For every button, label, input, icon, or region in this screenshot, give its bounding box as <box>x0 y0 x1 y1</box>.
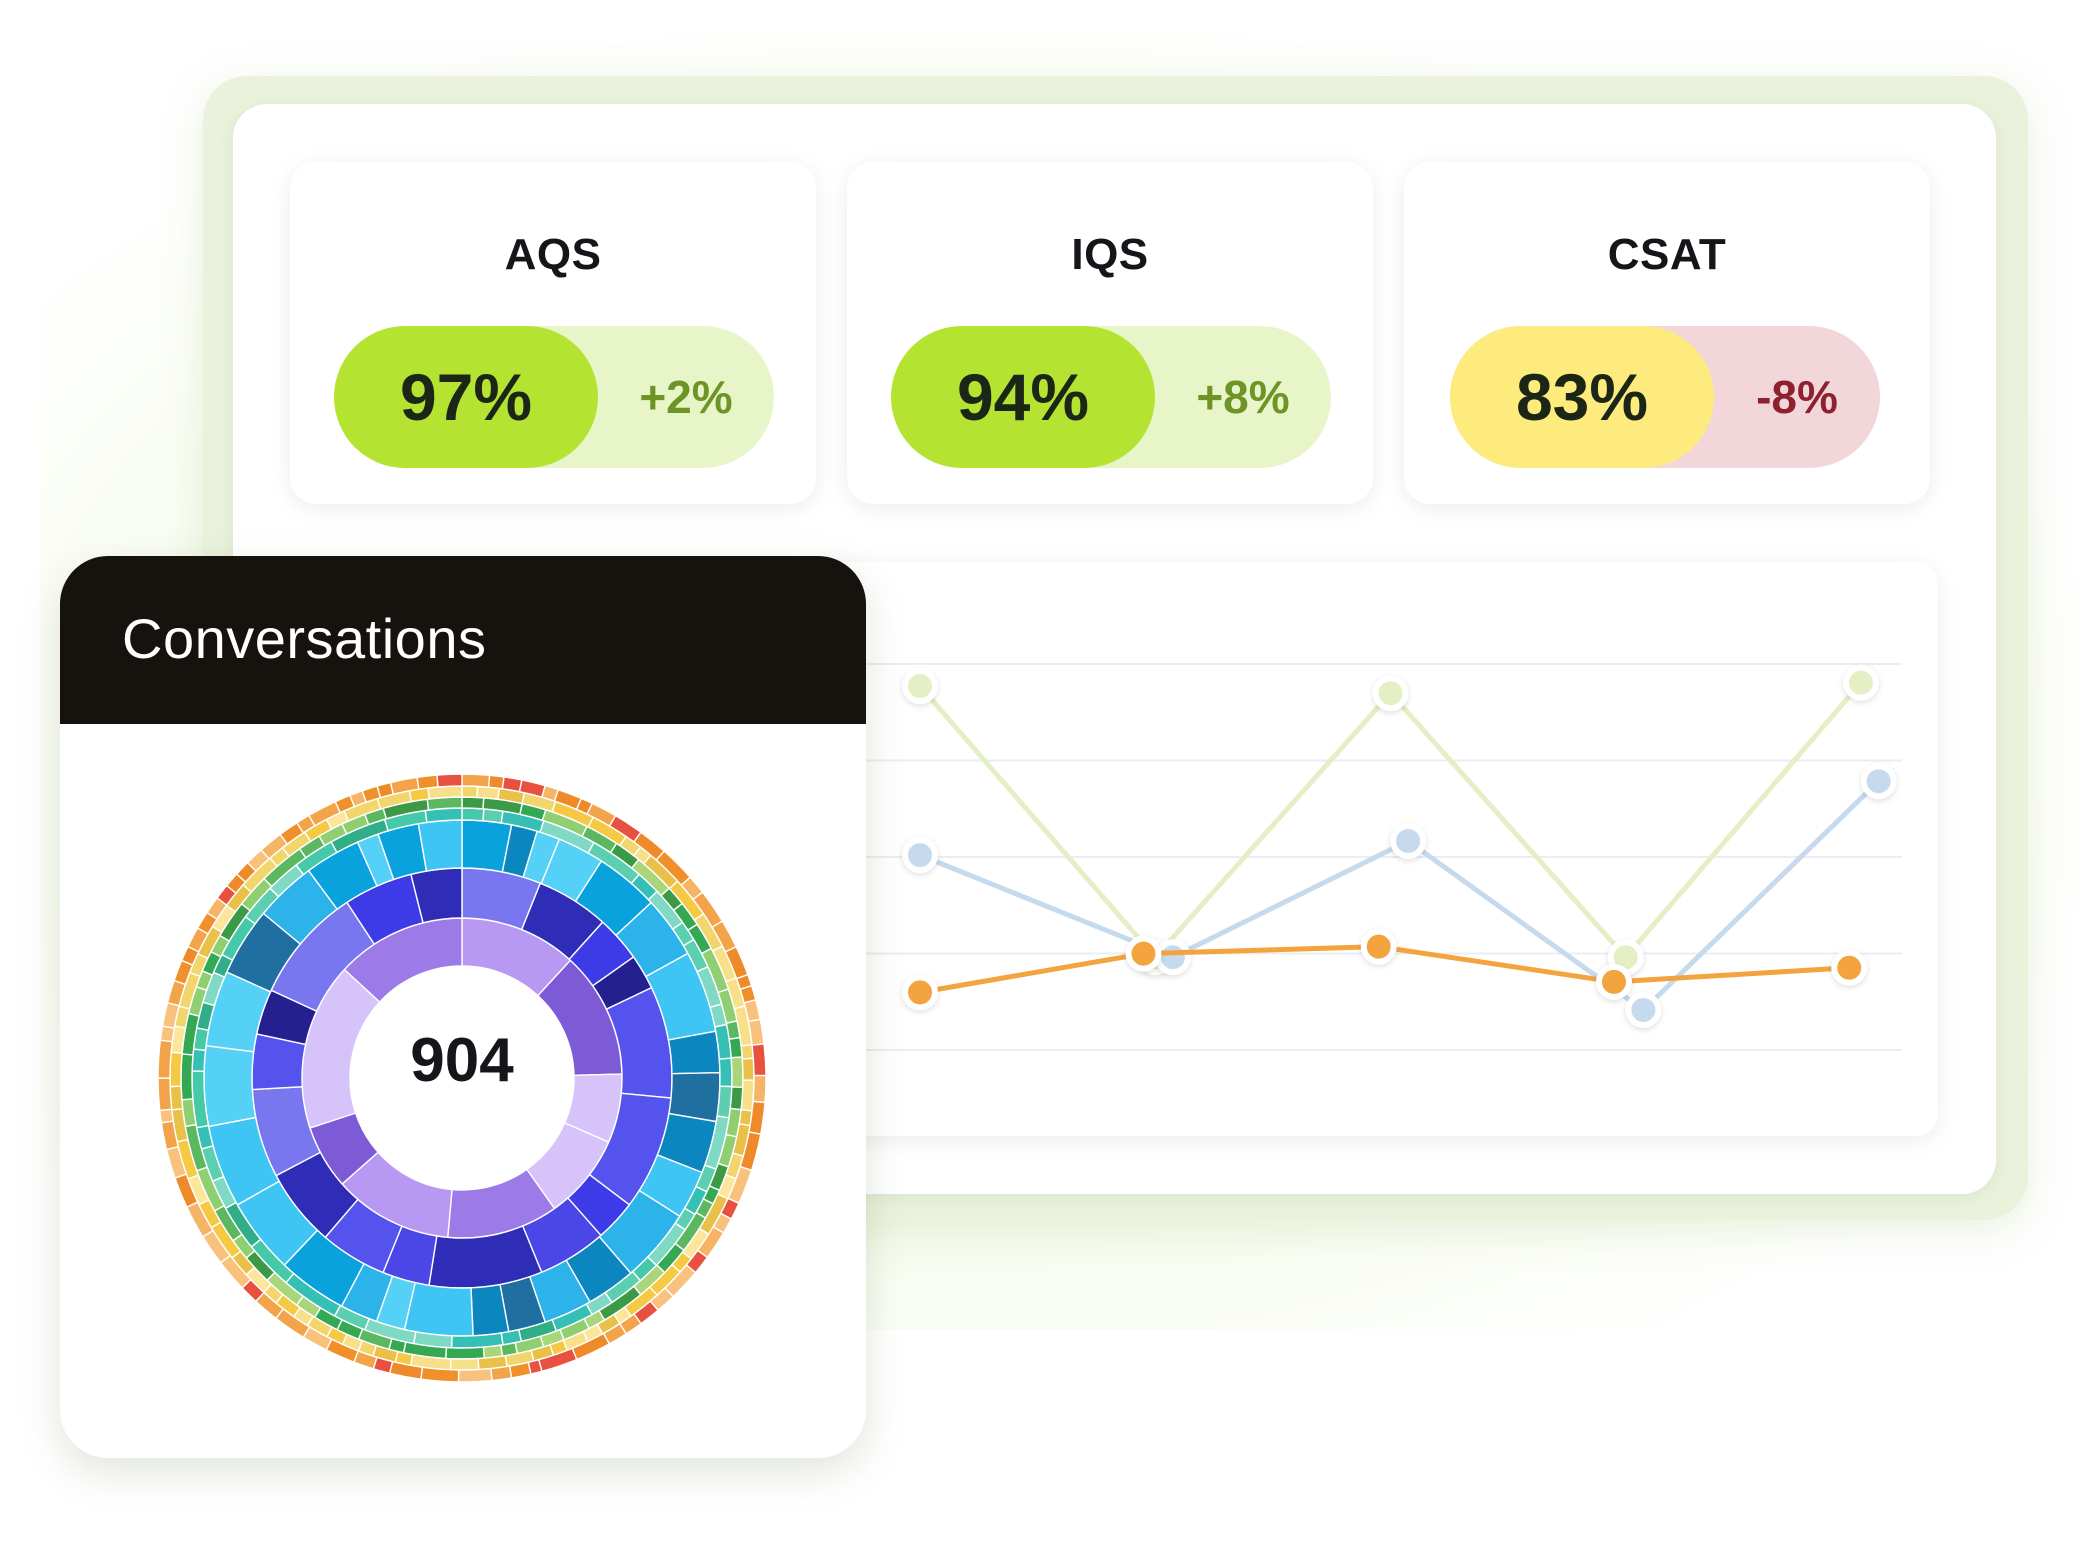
sunburst-segment <box>436 773 463 788</box>
metric-value: 97% <box>334 326 598 468</box>
sunburst-segment <box>158 1108 174 1124</box>
metric-value: 94% <box>891 326 1155 468</box>
sunburst-segment <box>718 1057 733 1088</box>
sunburst-segment <box>445 1346 485 1360</box>
sunburst-segment <box>203 1044 257 1128</box>
sunburst-segment <box>191 1048 207 1072</box>
conversations-card: Conversations <box>60 556 866 1458</box>
conversations-header: Conversations <box>60 556 866 724</box>
sunburst-segment <box>490 1365 513 1382</box>
sunburst-segment <box>457 1367 493 1383</box>
sunburst-chart <box>157 773 767 1383</box>
metric-card-iqs: IQS 94% +8% <box>847 162 1373 504</box>
metric-card-aqs: AQS 97% +2% <box>290 162 816 504</box>
data-point <box>1831 949 1868 986</box>
sunburst-segment <box>740 1043 755 1060</box>
data-point <box>1842 664 1879 701</box>
data-point <box>1625 992 1662 1028</box>
sunburst-segment <box>416 774 439 791</box>
metric-card-csat: CSAT 83% -8% <box>1404 162 1930 504</box>
metric-label: CSAT <box>1607 230 1727 279</box>
sunburst-segment <box>420 1366 460 1383</box>
sunburst-segment <box>730 1056 744 1089</box>
sunburst-segment <box>751 1043 767 1077</box>
data-point <box>1372 675 1409 712</box>
data-point <box>902 668 938 705</box>
data-point <box>1154 939 1191 976</box>
sunburst-segment <box>461 785 479 799</box>
metric-pill: 94% +8% <box>891 326 1331 468</box>
data-point <box>1390 823 1427 860</box>
sunburst-segment <box>501 776 523 793</box>
metric-label: AQS <box>504 230 602 279</box>
metric-value: 83% <box>1450 326 1714 468</box>
metric-pill: 97% +2% <box>334 326 774 468</box>
conversations-title: Conversations <box>122 607 487 670</box>
data-point <box>902 837 938 874</box>
sunburst-segment <box>180 1053 194 1101</box>
sunburst-segment <box>741 1057 755 1081</box>
sunburst-segment <box>461 796 485 810</box>
sunburst-segment <box>169 1051 183 1088</box>
line-chart-card <box>800 562 1938 1136</box>
sunburst-segment <box>487 774 505 790</box>
conversations-count: 904 <box>410 1026 514 1095</box>
metric-delta: +2% <box>639 371 733 423</box>
sunburst-segment <box>461 773 491 788</box>
sunburst-segment <box>449 1357 480 1371</box>
data-point <box>1860 763 1897 800</box>
sunburst-segment <box>461 807 485 822</box>
sunburst-segment <box>752 1074 767 1104</box>
data-point <box>902 974 938 1011</box>
metric-delta: +8% <box>1196 371 1290 423</box>
sunburst-segment <box>157 1077 173 1112</box>
metric-pill: 83% -8% <box>1450 326 1880 468</box>
data-point <box>1360 928 1397 965</box>
metric-delta: -8% <box>1756 371 1838 423</box>
sunburst-segment <box>417 819 463 872</box>
data-point <box>1595 963 1632 1000</box>
sunburst-segment <box>403 1281 474 1337</box>
series-line <box>918 681 1863 960</box>
metric-label: IQS <box>1071 230 1149 279</box>
sunburst-segment <box>157 1039 174 1079</box>
line-chart <box>860 663 1902 1051</box>
sunburst-center <box>350 966 574 1190</box>
data-point <box>1125 935 1162 972</box>
